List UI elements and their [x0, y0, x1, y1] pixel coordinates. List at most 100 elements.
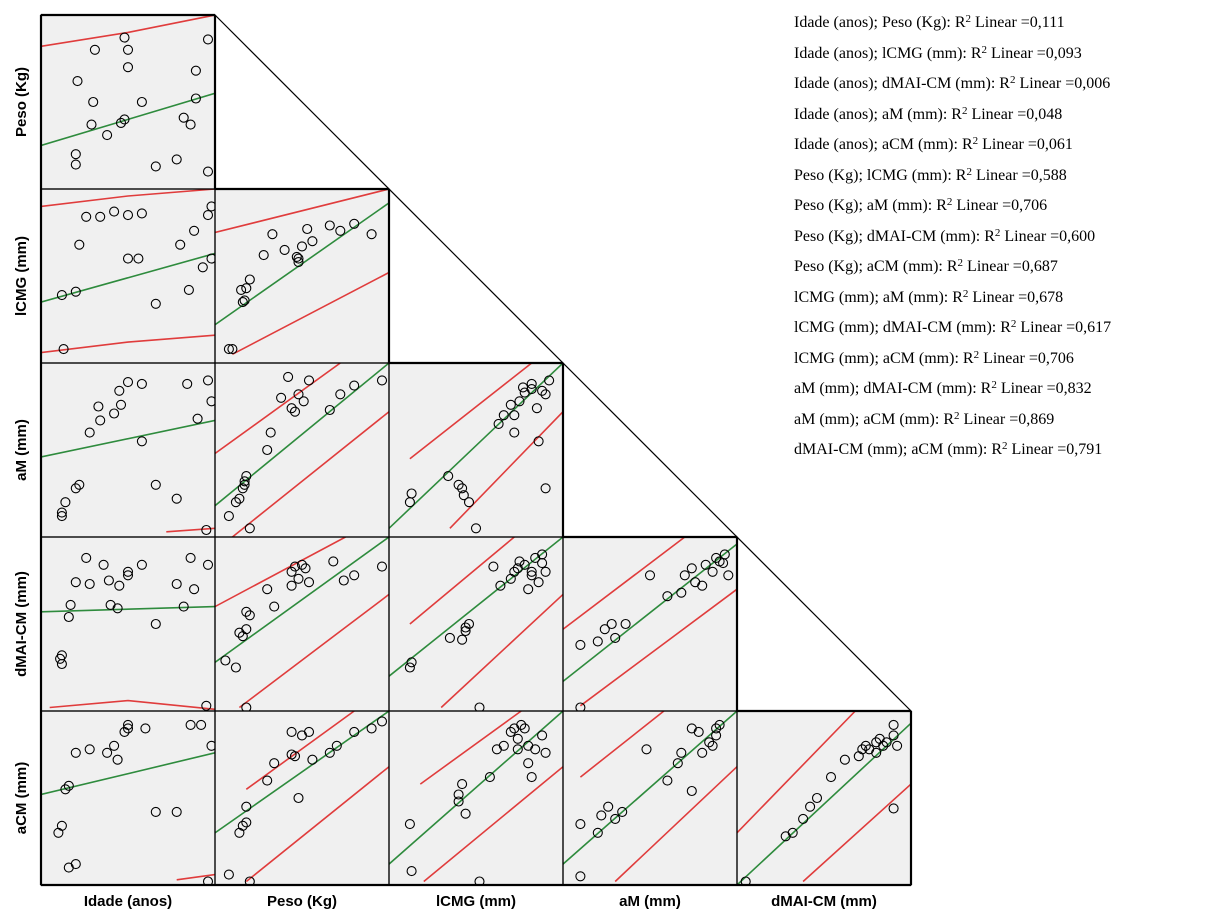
data-point: [239, 476, 250, 487]
data-point: [811, 792, 823, 804]
data-point: [119, 32, 130, 43]
data-point: [509, 410, 520, 421]
data-point: [237, 297, 248, 308]
panel-1-0: [41, 189, 215, 363]
data-point: [575, 871, 586, 882]
upper-interval-line: [245, 711, 355, 790]
data-point: [444, 632, 455, 643]
legend-entry: Idade (anos); aCM (mm): R2 Linear =0,061: [794, 130, 1111, 161]
data-point: [74, 239, 85, 250]
data-point: [498, 410, 509, 421]
data-point: [84, 744, 95, 755]
column-label: Idade (anos): [84, 893, 172, 910]
data-point: [206, 740, 215, 751]
data-point: [592, 636, 603, 647]
legend-entry-suffix: Linear =0,588: [971, 166, 1067, 184]
data-point: [376, 716, 388, 727]
legend-entry-superscript: 2: [946, 196, 953, 208]
data-point: [686, 785, 697, 797]
upper-interval-line: [41, 189, 215, 208]
data-point: [871, 747, 882, 758]
legend-entry: lCMG (mm); aM (mm): R2 Linear =0,678: [794, 283, 1111, 314]
data-point: [296, 559, 308, 570]
data-point: [202, 166, 214, 177]
row-label: dMAI-CM (mm): [13, 571, 30, 677]
data-point: [457, 483, 468, 494]
data-point: [707, 566, 718, 577]
data-point: [122, 44, 134, 55]
data-point: [265, 427, 276, 438]
fit-line: [389, 537, 563, 677]
data-point: [171, 578, 182, 590]
legend-entry-suffix: Linear =0,048: [967, 105, 1063, 123]
data-point: [723, 570, 734, 581]
data-point: [185, 552, 196, 563]
data-point: [860, 740, 871, 751]
data-point: [662, 591, 673, 602]
data-point: [112, 603, 123, 614]
data-point: [575, 819, 586, 830]
data-point: [63, 862, 74, 873]
data-point: [241, 471, 252, 482]
data-point: [70, 286, 81, 297]
legend-entry-prefix: Peso (Kg); lCMG (mm): R: [794, 166, 967, 184]
fit-line: [41, 419, 215, 458]
data-point: [74, 479, 85, 490]
data-point: [267, 229, 278, 240]
data-point: [740, 876, 751, 885]
data-point: [338, 575, 349, 586]
data-point: [70, 577, 81, 588]
data-point: [237, 820, 248, 831]
data-point: [171, 154, 182, 165]
data-point: [60, 497, 71, 508]
data-point: [460, 808, 471, 819]
data-point: [192, 413, 203, 424]
data-point: [122, 62, 134, 73]
data-point: [592, 827, 603, 838]
data-point: [244, 876, 255, 885]
data-point: [178, 601, 189, 612]
data-point: [95, 415, 106, 426]
r-squared-legend: Idade (anos); Peso (Kg): R2 Linear =0,11…: [794, 8, 1111, 466]
data-point: [484, 772, 495, 783]
data-point: [244, 274, 255, 285]
data-point: [530, 744, 541, 755]
fit-line: [389, 363, 563, 529]
legend-entry-superscript: 2: [1010, 318, 1017, 330]
data-point: [289, 561, 301, 572]
data-point: [201, 524, 212, 536]
panel-background: [41, 537, 215, 711]
data-point: [324, 747, 335, 758]
data-point: [220, 655, 231, 666]
legend-entry-superscript: 2: [961, 104, 968, 117]
data-point: [63, 780, 74, 791]
data-point: [470, 523, 482, 534]
data-point: [88, 96, 99, 108]
data-point: [241, 817, 252, 828]
legend-entry-superscript: 2: [1009, 74, 1016, 86]
data-point: [349, 570, 360, 581]
data-point: [283, 371, 294, 382]
fit-line: [563, 543, 737, 683]
panel-4-4: [737, 711, 911, 885]
data-point: [526, 384, 537, 395]
legend-entry-suffix: Linear =0,687: [963, 258, 1058, 275]
data-point: [230, 497, 241, 508]
lower-interval-line: [49, 699, 215, 711]
data-point: [697, 580, 708, 591]
data-point: [798, 813, 809, 824]
data-point: [286, 726, 297, 737]
data-point: [136, 436, 147, 447]
data-point: [406, 866, 417, 877]
legend-entry-suffix: Linear =0,791: [1007, 441, 1103, 458]
data-point: [122, 570, 134, 581]
legend-entry-suffix: Linear =0,706: [952, 197, 1048, 214]
data-point: [293, 253, 304, 264]
data-point: [234, 493, 245, 504]
data-point: [63, 611, 74, 623]
data-point: [505, 399, 516, 410]
data-point: [136, 96, 147, 108]
data-point: [531, 403, 542, 414]
data-point: [516, 719, 527, 730]
panel-background: [41, 189, 215, 363]
